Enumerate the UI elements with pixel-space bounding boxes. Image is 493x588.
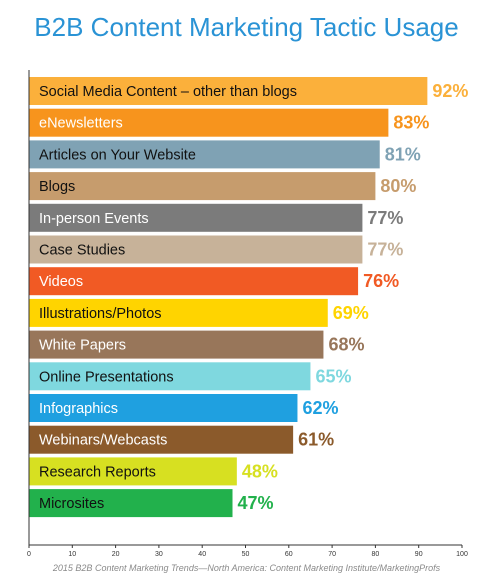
bar-group: Microsites 47% <box>29 489 274 518</box>
bar-group: Research Reports 48% <box>29 457 278 486</box>
bar-label: Online Presentations <box>39 369 174 385</box>
bar-label: Illustrations/Photos <box>39 306 162 322</box>
bar-label: Blogs <box>39 179 75 195</box>
value-label: 83% <box>393 113 429 133</box>
bar <box>29 140 380 169</box>
bar-label: Articles on Your Website <box>39 147 196 163</box>
bar-label: Videos <box>39 274 83 290</box>
x-axis: 0 10 20 30 40 50 60 70 80 90 100 <box>27 70 468 558</box>
bar-group: Illustrations/Photos 69% <box>29 298 369 327</box>
bar-label: Microsites <box>39 496 104 512</box>
bar-group: Case Studies 77% <box>29 235 403 264</box>
x-tick-label: 80 <box>372 551 380 558</box>
x-tick-label: 100 <box>456 551 468 558</box>
bar <box>29 203 363 232</box>
bar-label: Research Reports <box>39 464 156 480</box>
bar <box>29 394 298 422</box>
value-label: 68% <box>328 335 364 355</box>
source-note: 2015 B2B Content Marketing Trends—North … <box>52 563 441 573</box>
bar <box>29 457 237 486</box>
value-label: 76% <box>363 271 399 291</box>
value-label: 61% <box>298 430 334 450</box>
bar-group: Videos 76% <box>29 267 399 296</box>
bar-label: Social Media Content – other than blogs <box>39 84 297 100</box>
bar <box>29 330 324 359</box>
bar-group: Articles on Your Website 81% <box>29 140 421 169</box>
x-tick-label: 0 <box>27 551 31 558</box>
bar <box>29 267 359 296</box>
value-label: 47% <box>238 493 274 513</box>
bar-group: Infographics 62% <box>29 394 338 422</box>
bar <box>29 172 376 201</box>
bar-group: Webinars/Webcasts 61% <box>29 425 334 454</box>
bar <box>29 362 311 391</box>
bar <box>29 77 428 105</box>
x-tick-label: 40 <box>198 551 206 558</box>
value-label: 69% <box>333 303 369 323</box>
bar-label: eNewsletters <box>39 116 123 132</box>
x-tick-label: 30 <box>155 551 163 558</box>
value-label: 81% <box>385 144 421 164</box>
value-label: 62% <box>302 398 338 418</box>
bar-group: In-person Events 77% <box>29 203 403 232</box>
value-label: 80% <box>380 176 416 196</box>
bar-group: Social Media Content – other than blogs 9… <box>29 77 468 105</box>
value-label: 48% <box>242 461 278 481</box>
bar-group: Blogs 80% <box>29 172 416 201</box>
bar-group: Online Presentations 65% <box>29 362 351 391</box>
bar <box>29 298 328 327</box>
bar-label: Webinars/Webcasts <box>39 433 167 449</box>
value-label: 77% <box>367 240 403 260</box>
value-label: 77% <box>367 208 403 228</box>
bar <box>29 108 389 137</box>
bar-label: In-person Events <box>39 211 149 227</box>
bar <box>29 235 363 264</box>
chart-title: B2B Content Marketing Tactic Usage <box>34 12 459 42</box>
bar-label: White Papers <box>39 338 126 354</box>
x-tick-label: 10 <box>68 551 76 558</box>
bar-label: Infographics <box>39 401 118 417</box>
x-tick-label: 20 <box>112 551 120 558</box>
bar-label: Case Studies <box>39 243 125 259</box>
bar-group: White Papers 68% <box>29 330 364 359</box>
bar-group: eNewsletters 83% <box>29 108 429 137</box>
value-label: 92% <box>432 81 468 101</box>
bar <box>29 425 294 454</box>
bar <box>29 489 233 518</box>
x-tick-label: 90 <box>415 551 423 558</box>
x-tick-label: 70 <box>328 551 336 558</box>
x-tick-label: 50 <box>242 551 250 558</box>
x-tick-label: 60 <box>285 551 293 558</box>
value-label: 65% <box>315 366 351 386</box>
bars-layer: Social Media Content – other than blogs 9… <box>29 77 468 518</box>
